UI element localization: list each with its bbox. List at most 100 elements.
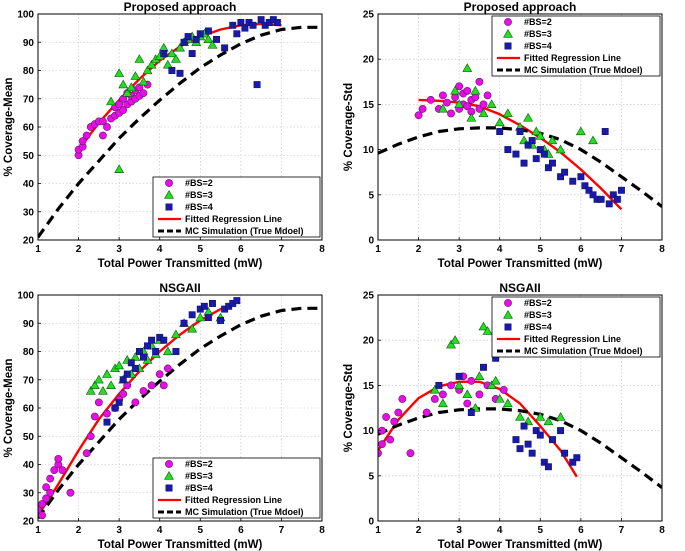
x-axis-label: Total Power Transmitted (mW) [438, 539, 603, 551]
y-tick-label: 5 [368, 471, 374, 482]
data-point [502, 398, 513, 408]
data-point [54, 454, 63, 463]
data-point [140, 353, 147, 361]
data-point [162, 346, 173, 356]
data-point [237, 19, 245, 26]
y-tick-label: 90 [23, 319, 35, 330]
data-point [119, 94, 128, 103]
data-point [147, 381, 156, 390]
y-tick-label: 25 [363, 291, 375, 302]
data-point [94, 398, 103, 407]
data-point [540, 150, 548, 158]
data-point [180, 38, 188, 46]
legend-marker [504, 323, 512, 331]
data-point [398, 395, 407, 403]
data-point [253, 81, 261, 89]
data-point [97, 386, 108, 395]
chart-panel-2: 1 2 3 4 5 6 7 8 0 5 10 15 20 25 Proposed approach Total… [343, 0, 665, 270]
data-point [82, 131, 91, 140]
x-tick-label: 5 [198, 244, 204, 255]
y-tick-label: 90 [23, 38, 35, 49]
legend-box [152, 176, 321, 238]
y-tick-label: 0 [368, 517, 374, 528]
legend-marker [504, 299, 512, 307]
data-point [601, 128, 609, 135]
data-point [213, 35, 220, 43]
data-point [131, 398, 140, 407]
data-point [155, 370, 164, 378]
series-circle-points [378, 372, 508, 458]
legend-label: Fitted Regression Line [185, 495, 282, 505]
data-point [378, 440, 386, 449]
x-tick-label: 3 [116, 244, 122, 255]
data-point [119, 389, 128, 398]
legend-label: #BS=4 [185, 202, 213, 212]
data-point [103, 123, 111, 131]
data-point [102, 369, 112, 378]
data-point [123, 370, 131, 378]
x-tick-label: 3 [116, 525, 122, 536]
y-axis-label: % Coverage-Std [343, 83, 355, 171]
x-tick-label: 4 [157, 525, 163, 536]
data-point [555, 144, 566, 154]
legend-label: #BS=3 [524, 29, 552, 39]
data-point [406, 449, 415, 458]
data-point [455, 82, 464, 91]
data-point [523, 112, 534, 122]
legend-label: #BS=4 [185, 483, 213, 493]
data-point [180, 319, 188, 327]
data-point [504, 146, 512, 154]
data-point [463, 102, 472, 111]
data-point [42, 494, 51, 503]
y-tick-label: 80 [23, 66, 35, 77]
data-point [119, 106, 128, 114]
data-point [474, 371, 485, 380]
y-tick-label: 20 [23, 517, 35, 528]
series-square-points [103, 297, 241, 426]
y-tick-label: 40 [23, 460, 35, 471]
data-point [103, 418, 111, 426]
data-point [160, 336, 168, 344]
data-point [544, 463, 552, 471]
x-tick-label: 1 [35, 244, 41, 255]
data-point [479, 100, 488, 109]
data-point [471, 93, 480, 102]
data-point [188, 50, 196, 57]
legend: #BS=2 #BS=3 #BS=4 Fitted Regression Line MC … [491, 15, 661, 77]
data-point [209, 300, 216, 307]
data-point [114, 68, 125, 77]
y-tick-label: 30 [23, 488, 35, 499]
data-point [478, 108, 489, 118]
y-axis-label: % Coverage-Mean [3, 77, 15, 176]
data-point [543, 416, 554, 426]
legend-label: MC Simulation (True Mdoel) [524, 346, 643, 356]
data-point [93, 374, 104, 384]
data-point [585, 186, 593, 194]
x-tick-label: 6 [238, 525, 244, 536]
legend-box [491, 15, 661, 77]
legend-marker [164, 189, 174, 199]
y-tick-label: 60 [23, 123, 35, 134]
data-point [490, 375, 501, 385]
y-tick-label: 5 [368, 190, 374, 201]
y-tick-label: 80 [23, 347, 35, 358]
data-point [139, 89, 148, 97]
legend-marker [503, 28, 513, 38]
data-point [443, 98, 451, 107]
data-point [106, 380, 116, 390]
legend-label: MC Simulation (True Mdoel) [185, 226, 304, 236]
data-point [561, 168, 569, 176]
data-point [99, 131, 107, 140]
x-tick-label: 8 [659, 244, 665, 255]
data-point [130, 352, 141, 361]
legend-label: #BS=2 [524, 298, 552, 308]
data-point [229, 21, 237, 29]
data-point [175, 42, 185, 52]
legend-marker [165, 179, 173, 187]
x-axis-label: Total Power Transmitted (mW) [98, 539, 263, 551]
data-point [483, 91, 492, 100]
legend-label: #BS=2 [524, 17, 552, 27]
data-point [187, 323, 198, 333]
chart-panel-3: 1 2 3 4 5 6 7 8 20 30 40 50 60 70 80 90 100 NSGAII Total P… [3, 281, 325, 551]
